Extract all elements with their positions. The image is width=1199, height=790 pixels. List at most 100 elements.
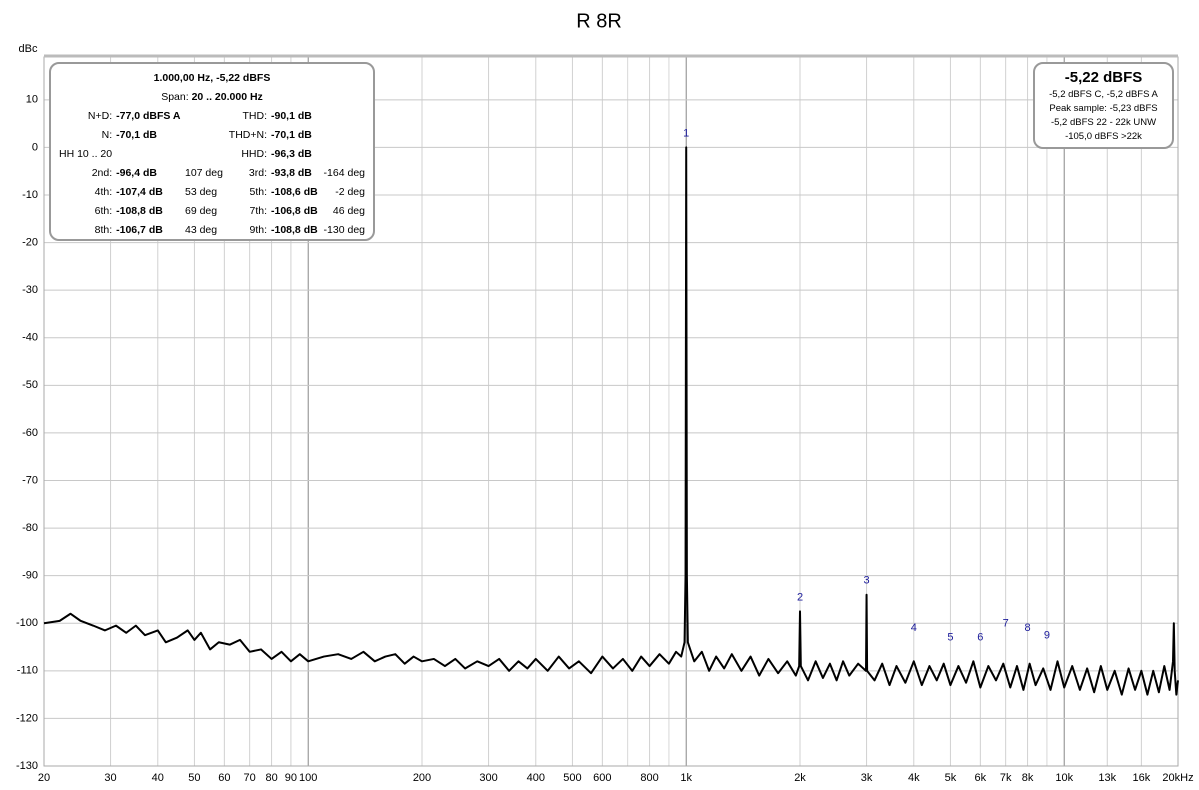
info-phase [183, 125, 225, 144]
info-label: N: [101, 128, 113, 141]
x-tick-label: 4k [908, 772, 920, 784]
level-line: -105,0 dBFS >22k [1065, 131, 1142, 142]
info-value [114, 144, 183, 163]
spectrum-line [43, 146, 1179, 696]
y-tick-label: 10 [26, 94, 38, 106]
info-phase: -130 deg [323, 223, 365, 236]
info-row: 4th: -107,4 dB 53 deg 5th: -108,6 dB -2 deg [57, 182, 367, 201]
span-value: 20 .. 20.000 Hz [191, 90, 263, 103]
x-tick-label: 800 [640, 772, 658, 784]
info-value: -93,8 dB [271, 166, 312, 179]
info-row: HH 10 .. 20 HHD: -96,3 dB [57, 144, 367, 163]
x-tick-label: 20kHz [1162, 772, 1193, 784]
info-value: -106,7 dB [116, 223, 163, 236]
info-box: 1.000,00 Hz, -5,22 dBFS Span: 20 .. 20.00… [49, 62, 375, 241]
y-tick-label: -30 [22, 284, 38, 296]
x-tick-label: 8k [1022, 772, 1034, 784]
info-label: 4th: [94, 185, 113, 198]
level-box: -5,22 dBFS -5,2 dBFS C, -5,2 dBFS A Peak s… [1033, 62, 1174, 149]
info-label: 3rd: [248, 166, 267, 179]
info-value: -96,3 dB [271, 147, 312, 160]
info-label: THD+N: [228, 128, 267, 141]
x-tick-label: 20 [38, 772, 50, 784]
y-tick-label: -40 [22, 332, 38, 344]
y-tick-label: -60 [22, 427, 38, 439]
harmonic-label: 8 [1025, 622, 1031, 634]
y-tick-label: -90 [22, 570, 38, 582]
info-label: N+D: [87, 109, 113, 122]
info-value: -77,0 dBFS A [116, 109, 181, 122]
info-phase [321, 144, 367, 163]
info-phase: 53 deg [185, 185, 218, 198]
info-value: -108,8 dB [271, 223, 318, 236]
x-tick-label: 400 [527, 772, 545, 784]
info-row: 6th: -108,8 dB 69 deg 7th: -106,8 dB 46 deg [57, 201, 367, 220]
info-label: HHD: [241, 147, 267, 160]
x-tick-label: 10k [1055, 772, 1073, 784]
info-span: Span: 20 .. 20.000 Hz [57, 87, 367, 106]
level-line: -5,2 dBFS C, -5,2 dBFS A [1049, 89, 1158, 100]
info-value: -107,4 dB [116, 185, 163, 198]
chart-title: R 8R [576, 10, 622, 32]
x-tick-label: 600 [593, 772, 611, 784]
info-phase: 46 deg [332, 204, 365, 217]
x-tick-label: 16k [1132, 772, 1150, 784]
x-tick-label: 13k [1098, 772, 1116, 784]
harmonic-label: 3 [864, 575, 870, 587]
info-value: -108,6 dB [271, 185, 318, 198]
info-label: THD: [242, 109, 268, 122]
harmonic-label: 4 [911, 622, 917, 634]
info-phase: 107 deg [185, 166, 223, 179]
harmonic-label: 2 [797, 591, 803, 603]
info-phase: 69 deg [185, 204, 218, 217]
info-label: 9th: [249, 223, 267, 236]
x-tick-label: 2k [794, 772, 806, 784]
info-label: 5th: [249, 185, 267, 198]
info-phase: -164 deg [323, 166, 365, 179]
x-tick-label: 7k [1000, 772, 1012, 784]
info-label: 2nd: [91, 166, 113, 179]
x-tick-label: 30 [104, 772, 116, 784]
info-phase [321, 125, 367, 144]
harmonic-label: 9 [1044, 629, 1050, 641]
info-label: 6th: [94, 204, 113, 217]
info-row: 8th: -106,7 dB 43 deg 9th: -108,8 dB -130 deg [57, 220, 367, 239]
x-tick-label: 40 [152, 772, 164, 784]
y-tick-label: -100 [16, 617, 38, 629]
info-value: -106,8 dB [271, 204, 318, 217]
info-phase [321, 106, 367, 125]
y-tick-label: -80 [22, 522, 38, 534]
info-value: -90,1 dB [271, 109, 312, 122]
y-axis-label: dBc [19, 43, 38, 55]
y-tick-label: 0 [32, 141, 38, 153]
info-heading: 1.000,00 Hz, -5,22 dBFS [153, 71, 271, 84]
info-value: -70,1 dB [116, 128, 157, 141]
x-tick-label: 500 [563, 772, 581, 784]
x-tick-label: 70 [244, 772, 256, 784]
harmonic-label: 6 [977, 632, 983, 644]
info-label: 8th: [94, 223, 113, 236]
info-value: -70,1 dB [271, 128, 312, 141]
y-tick-label: -70 [22, 474, 38, 486]
info-row: N+D: -77,0 dBFS A THD: -90,1 dB [57, 106, 367, 125]
harmonic-label: 5 [947, 632, 953, 644]
y-tick-label: -110 [17, 665, 38, 677]
harmonic-label: 1 [683, 127, 689, 139]
info-phase [183, 106, 225, 125]
level-line: Peak sample: -5,23 dBFS [1049, 103, 1158, 114]
x-tick-label: 3k [861, 772, 873, 784]
y-tick-label: -50 [22, 379, 38, 391]
info-phase: 43 deg [185, 223, 218, 236]
span-label: Span: [161, 90, 189, 103]
x-tick-label: 5k [945, 772, 957, 784]
info-row: Span: 20 .. 20.000 Hz [57, 87, 367, 106]
level-line: -5,2 dBFS 22 - 22k UNW [1050, 117, 1157, 128]
level-heading: -5,22 dBFS [1064, 69, 1143, 86]
x-tick-label: 60 [218, 772, 230, 784]
info-phase [183, 144, 225, 163]
y-tick-label: -20 [22, 236, 38, 248]
x-tick-label: 1k [680, 772, 692, 784]
y-tick-label: -120 [16, 712, 38, 724]
x-tick-label: 50 [188, 772, 200, 784]
